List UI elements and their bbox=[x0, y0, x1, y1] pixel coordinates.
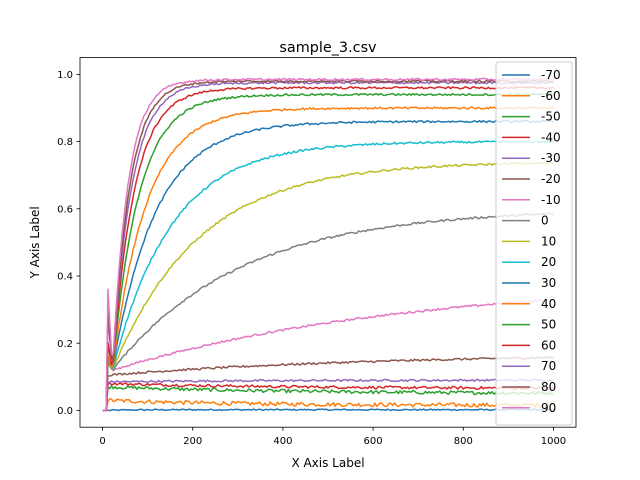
legend-label: -50 bbox=[541, 110, 561, 124]
legend-label: -70 bbox=[541, 68, 561, 82]
y-tick-label: 0.8 bbox=[57, 137, 73, 148]
chart-title: sample_3.csv bbox=[279, 40, 377, 56]
x-tick-label: 1000 bbox=[541, 436, 566, 447]
y-axis-label: Y Axis Label bbox=[28, 206, 42, 279]
series-line-10 bbox=[102, 161, 554, 412]
series-line-70 bbox=[102, 81, 554, 412]
x-tick-label: 400 bbox=[273, 436, 292, 447]
series-line-40 bbox=[102, 106, 554, 412]
series-line-30 bbox=[102, 119, 554, 412]
series-line-neg20 bbox=[102, 356, 554, 412]
legend-label: 20 bbox=[541, 255, 556, 269]
legend-label: 30 bbox=[541, 276, 556, 290]
x-tick-label: 0 bbox=[99, 436, 105, 447]
legend-label: 10 bbox=[541, 234, 556, 248]
x-tick-label: 800 bbox=[454, 436, 473, 447]
legend: -70 -60 -50 -40 -30 -20 -10 0 10 20 30 40 50 60 70 80 90 bbox=[495, 61, 573, 426]
y-tick-label: 0.6 bbox=[57, 204, 73, 215]
legend-label: 60 bbox=[541, 338, 556, 352]
legend-label: -40 bbox=[541, 130, 561, 144]
series-line-neg10 bbox=[102, 298, 554, 412]
legend-label: -10 bbox=[541, 193, 561, 207]
series-line-neg30 bbox=[102, 378, 554, 412]
series-line-neg70 bbox=[102, 408, 554, 412]
legend-label: -20 bbox=[541, 172, 561, 186]
series-line-0 bbox=[102, 212, 554, 412]
y-tick-label: 1.0 bbox=[57, 70, 73, 81]
series-layer bbox=[102, 77, 554, 412]
series-line-neg50 bbox=[102, 385, 554, 412]
legend-label: -60 bbox=[541, 89, 561, 103]
series-line-neg60 bbox=[102, 397, 554, 412]
legend-label: 50 bbox=[541, 318, 556, 332]
y-tick-label: 0.2 bbox=[57, 339, 73, 350]
series-line-80 bbox=[102, 79, 554, 412]
x-tick-label: 200 bbox=[183, 436, 202, 447]
series-line-neg40 bbox=[102, 381, 554, 412]
x-tick-label: 600 bbox=[364, 436, 383, 447]
series-line-50 bbox=[102, 92, 554, 412]
series-line-90 bbox=[102, 77, 554, 412]
axes-frame bbox=[79, 57, 577, 428]
series-line-60 bbox=[102, 86, 554, 412]
legend-box bbox=[495, 61, 573, 426]
legend-label: 70 bbox=[541, 359, 556, 373]
legend-label: 90 bbox=[541, 401, 556, 415]
x-axis-label: X Axis Label bbox=[291, 456, 364, 470]
legend-label: 80 bbox=[541, 380, 556, 394]
legend-label: -30 bbox=[541, 151, 561, 165]
y-tick-label: 0.0 bbox=[57, 406, 73, 417]
legend-label: 40 bbox=[541, 297, 556, 311]
y-tick-label: 0.4 bbox=[57, 272, 73, 283]
series-line-20 bbox=[102, 140, 554, 412]
legend-label: 0 bbox=[541, 214, 549, 228]
